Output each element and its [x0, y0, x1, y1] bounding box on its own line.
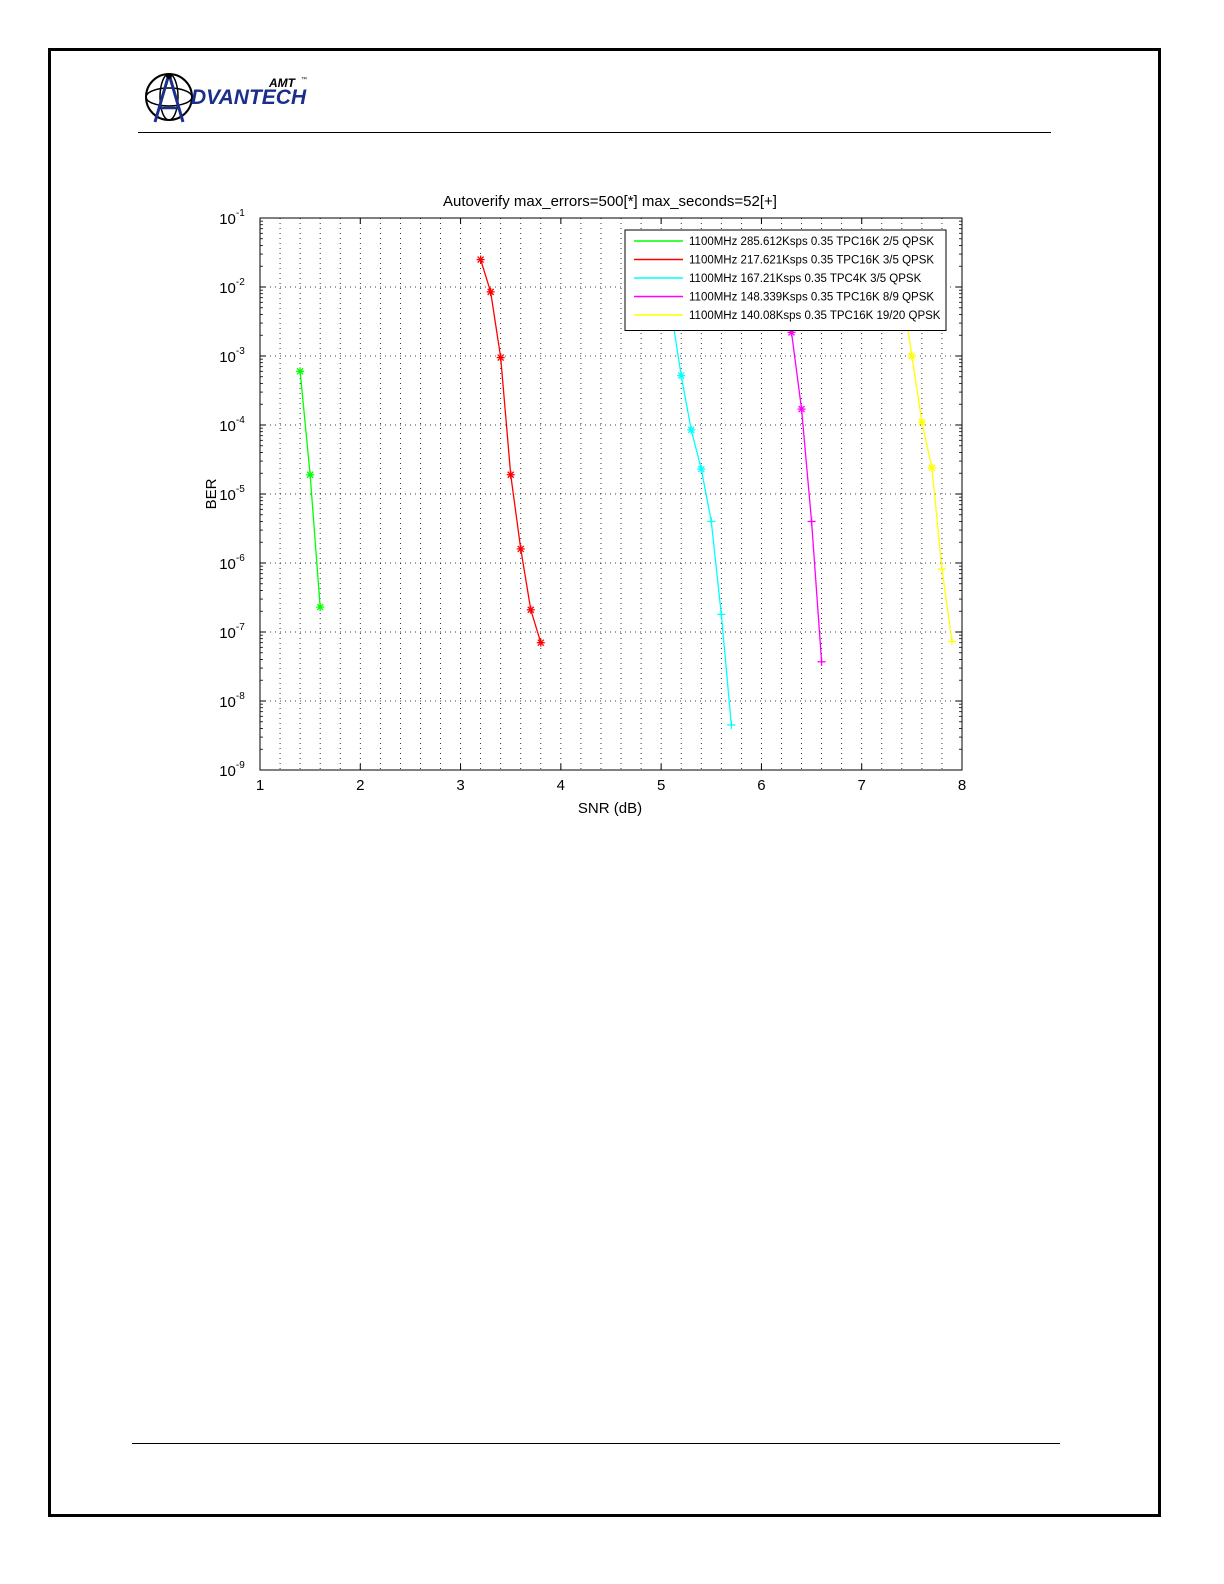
marker-stroke [527, 606, 535, 614]
y-tick-label: 10-2 [219, 277, 245, 297]
series-lines [296, 255, 956, 729]
x-tick-label: 2 [356, 777, 364, 794]
data-point-marker [817, 657, 826, 666]
data-point-marker [717, 610, 726, 619]
y-tick-label: 10-7 [219, 622, 245, 642]
data-point-marker [807, 517, 816, 526]
grid-lines [260, 218, 962, 770]
data-series [906, 322, 956, 646]
data-point-marker [707, 517, 716, 526]
x-axis-label: SNR (dB) [578, 800, 642, 817]
marker-stroke [306, 471, 314, 479]
footer-rule [132, 1443, 1060, 1444]
data-point-marker [536, 638, 545, 647]
logo-wordmark: DVANTECH [191, 86, 307, 109]
legend-box [624, 229, 947, 331]
y-tick-label: 10-8 [219, 691, 245, 711]
logo-emblem-icon [145, 73, 193, 123]
x-tick-label: 3 [456, 777, 464, 794]
data-point-marker [917, 418, 926, 427]
data-point-marker [697, 465, 706, 474]
marker-stroke [697, 465, 705, 473]
x-tick-label: 5 [657, 777, 665, 794]
data-point-marker [937, 564, 946, 573]
data-point-marker [797, 405, 806, 414]
x-tick-label: 7 [858, 777, 866, 794]
y-axis-label: BER [203, 478, 220, 509]
data-point-marker [506, 470, 515, 479]
chart-title: Autoverify max_errors=500[*] max_seconds… [443, 193, 777, 210]
x-tick-label: 8 [958, 777, 966, 794]
data-series [667, 306, 736, 729]
x-tick-label: 1 [256, 777, 264, 794]
marker-stroke [677, 372, 685, 380]
marker-stroke [507, 471, 515, 479]
data-point-marker [907, 352, 916, 360]
marker-stroke [316, 603, 324, 611]
data-series [296, 367, 325, 612]
page-frame [48, 48, 1161, 1517]
legend-entry: 1100MHz 217.621Ksps 0.35 TPC16K 3/5 QPSK [689, 255, 934, 267]
x-tick-label: 6 [757, 777, 765, 794]
header-rule [138, 132, 1051, 133]
data-point-marker [677, 371, 686, 380]
chart-svg: 1 2 3 4 5 6 7 8 10-1 10-2 10-3 10-4 10-5 10-6 10-7 10-8… [203, 193, 966, 817]
data-point-marker [727, 720, 736, 729]
legend-entry: 1100MHz 148.339Ksps 0.35 TPC16K 8/9 QPSK [689, 292, 934, 304]
marker-stroke [687, 426, 695, 434]
data-point-marker [496, 353, 505, 362]
legend-entry: 1100MHz 285.612Ksps 0.35 TPC16K 2/5 QPSK [689, 236, 934, 248]
marker-stroke [477, 256, 485, 264]
data-point-marker [927, 463, 936, 472]
marker-stroke [487, 288, 495, 296]
x-tick-label: 4 [557, 777, 565, 794]
data-point-marker [306, 470, 315, 479]
y-tick-label: 10-5 [219, 484, 245, 504]
y-tick-label: 10-9 [219, 760, 245, 780]
data-point-marker [476, 255, 485, 264]
ber-chart: 1 2 3 4 5 6 7 8 10-1 10-2 10-3 10-4 10-5 10-6 10-7 10-8… [190, 180, 990, 830]
data-series [476, 255, 545, 647]
marker-stroke [908, 352, 916, 360]
marker-stroke [918, 418, 926, 426]
data-point-marker [516, 544, 525, 553]
marker-stroke [928, 464, 936, 472]
data-point-marker [526, 605, 535, 614]
marker-stroke [296, 367, 304, 375]
company-logo: DVANTECH AMT ™ [143, 68, 323, 128]
series-line [790, 332, 823, 662]
data-point-marker [486, 287, 495, 296]
data-point-marker [296, 367, 305, 376]
legend: 1100MHz 285.612Ksps 0.35 TPC16K 2/5 QPSK… [624, 229, 947, 331]
legend-entry: 1100MHz 167.21Ksps 0.35 TPC4K 3/5 QPSK [689, 273, 922, 285]
data-point-marker [316, 603, 325, 612]
data-point-marker [687, 425, 696, 434]
y-tick-label: 10-3 [219, 346, 245, 366]
marker-stroke [537, 639, 545, 647]
legend-entry: 1100MHz 140.08Ksps 0.35 TPC16K 19/20 QPS… [689, 310, 941, 322]
logo-trademark: ™ [301, 77, 307, 83]
marker-stroke [497, 354, 505, 361]
data-point-marker [947, 637, 956, 646]
marker-stroke [517, 545, 525, 553]
y-tick-label: 10-1 [219, 208, 245, 228]
y-tick-label: 10-6 [219, 553, 245, 573]
marker-stroke [798, 405, 806, 413]
y-tick-label: 10-4 [219, 415, 245, 435]
axis-ticks: 1 2 3 4 5 6 7 8 10-1 10-2 10-3 10-4 10-5 10-6 10-7 10-8… [219, 208, 966, 794]
series-line [906, 322, 953, 642]
logo-superscript: AMT [269, 76, 295, 90]
